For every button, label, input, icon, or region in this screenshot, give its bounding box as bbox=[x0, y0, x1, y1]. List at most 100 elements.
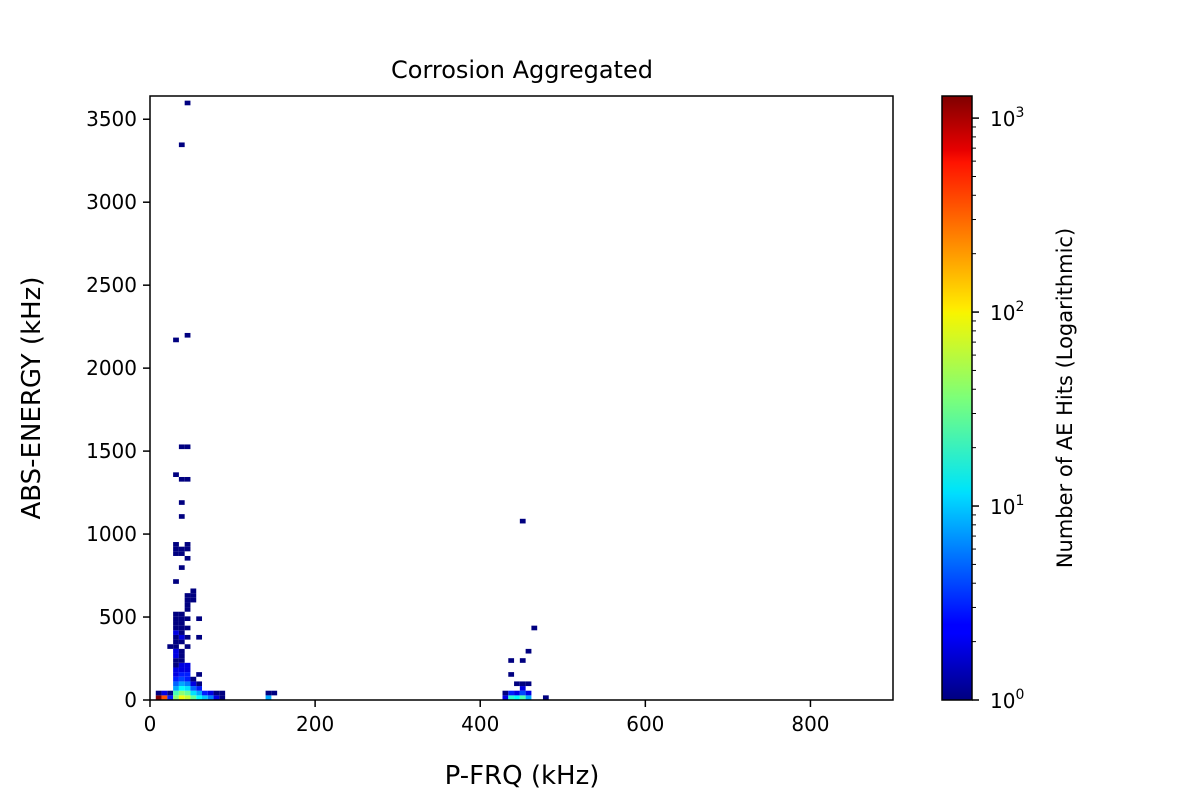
heatmap-cell bbox=[173, 653, 179, 659]
heatmap-cell bbox=[173, 611, 179, 617]
heatmap-cell bbox=[519, 690, 526, 696]
heatmap-cell bbox=[184, 602, 191, 608]
colorbar-tick-label: 102 bbox=[990, 299, 1024, 325]
heatmap-cell bbox=[271, 690, 278, 696]
heatmap-cell bbox=[184, 100, 191, 106]
heatmap-cell bbox=[184, 476, 191, 482]
heatmap-cell bbox=[173, 658, 179, 663]
heatmap-cell bbox=[178, 500, 185, 505]
heatmap-cell bbox=[173, 681, 179, 687]
heatmap-cell bbox=[184, 546, 191, 552]
colorbar: 100 101 102 103 Number of AE Hits (Logarith… bbox=[941, 95, 1077, 713]
heatmap-cell bbox=[178, 686, 185, 691]
x-tick-label: 400 bbox=[461, 712, 499, 736]
heatmap-cell bbox=[178, 658, 185, 663]
heatmap-cell bbox=[178, 695, 185, 700]
colorbar-label: Number of AE Hits (Logarithmic) bbox=[1053, 228, 1077, 568]
heatmap-cell bbox=[508, 695, 515, 700]
heatmap-cell bbox=[173, 551, 179, 556]
heatmap-cell bbox=[173, 695, 179, 700]
y-axis-ticks: 0 500 1000 1500 2000 2500 3000 3500 bbox=[86, 107, 150, 712]
colorbar-gradient bbox=[941, 95, 973, 701]
heatmap-cell bbox=[190, 695, 197, 700]
heatmap-cells bbox=[155, 100, 549, 700]
heatmap-cell bbox=[190, 593, 197, 598]
heatmap-cell bbox=[178, 662, 185, 668]
heatmap-cell bbox=[190, 690, 197, 696]
heatmap-cell bbox=[173, 662, 179, 668]
heatmap-cell bbox=[196, 634, 203, 640]
heatmap-cell bbox=[173, 616, 179, 622]
heatmap-cell bbox=[196, 690, 203, 696]
heatmap-cell bbox=[525, 681, 532, 687]
heatmap-cell bbox=[184, 695, 191, 700]
heatmap-cell bbox=[184, 676, 191, 682]
heatmap-cell bbox=[167, 690, 174, 696]
heatmap-cell bbox=[525, 690, 532, 696]
x-tick-label: 800 bbox=[791, 712, 829, 736]
heatmap-cell bbox=[219, 695, 226, 700]
heatmap-cell bbox=[178, 653, 185, 659]
heatmap-cell bbox=[155, 695, 162, 700]
heatmap-cell bbox=[184, 444, 191, 450]
heatmap-cell bbox=[173, 690, 179, 696]
heatmap-cell bbox=[178, 648, 185, 654]
heatmap-cell bbox=[525, 695, 532, 700]
heatmap-cell bbox=[502, 695, 509, 700]
colorbar-ticks: 100 101 102 103 bbox=[972, 105, 1024, 713]
heatmap-cell bbox=[190, 686, 197, 691]
heatmap-cell bbox=[190, 588, 197, 594]
heatmap-cell bbox=[184, 616, 191, 622]
chart-title: Corrosion Aggregated bbox=[391, 56, 653, 84]
heatmap-cell bbox=[519, 695, 526, 700]
heatmap-cell bbox=[178, 142, 185, 148]
x-tick-label: 0 bbox=[144, 712, 157, 736]
heatmap-cell bbox=[508, 690, 515, 696]
heatmap-cell bbox=[184, 662, 191, 668]
colorbar-tick-label: 103 bbox=[990, 105, 1024, 131]
heatmap-cell bbox=[184, 686, 191, 691]
heatmap-cell bbox=[178, 611, 185, 617]
heatmap-cell bbox=[196, 616, 203, 622]
heatmap-cell bbox=[178, 551, 185, 556]
heatmap-cell bbox=[178, 681, 185, 687]
heatmap-cell bbox=[184, 667, 191, 673]
heatmap-cell bbox=[178, 625, 185, 631]
colorbar-tick-label: 101 bbox=[990, 493, 1024, 519]
heatmap-cell bbox=[173, 644, 179, 649]
x-axis-ticks: 0 200 400 600 800 bbox=[144, 700, 830, 736]
heatmap-cell bbox=[184, 597, 191, 603]
heatmap-cell bbox=[213, 695, 220, 700]
heatmap-cell bbox=[173, 672, 179, 677]
plot-frame bbox=[149, 95, 894, 701]
y-tick-label: 0 bbox=[124, 688, 137, 712]
heatmap-cell bbox=[178, 630, 185, 635]
x-tick-label: 600 bbox=[626, 712, 664, 736]
y-tick-label: 1000 bbox=[86, 522, 137, 546]
y-tick-label: 2500 bbox=[86, 273, 137, 297]
heatmap-cell bbox=[173, 686, 179, 691]
heatmap-cell bbox=[184, 672, 191, 677]
heatmap-cell bbox=[184, 634, 191, 640]
heatmap-cell bbox=[502, 690, 509, 696]
heatmap-cell bbox=[184, 681, 191, 687]
heatmap-cell bbox=[190, 676, 197, 682]
heatmap-cell bbox=[173, 337, 179, 343]
heatmap-cell bbox=[184, 607, 191, 612]
heatmap-cell bbox=[508, 658, 515, 663]
heatmap-cell bbox=[514, 695, 520, 700]
heatmap-cell bbox=[519, 686, 526, 691]
heatmap-cell bbox=[519, 518, 526, 524]
heatmap-cell bbox=[196, 695, 203, 700]
heatmap-cell bbox=[202, 690, 208, 696]
heatmap-cell bbox=[178, 546, 185, 552]
heatmap-cell bbox=[184, 332, 191, 338]
heatmap-cell bbox=[161, 690, 168, 696]
heatmap-cell bbox=[184, 542, 191, 547]
heatmap-cell bbox=[167, 644, 174, 649]
heatmap-cell bbox=[196, 681, 203, 687]
heatmap-cell bbox=[173, 621, 179, 626]
heatmap-cell bbox=[184, 625, 191, 631]
heatmap-cell bbox=[173, 546, 179, 552]
y-axis-label: ABS-ENERGY (kHz) bbox=[17, 277, 47, 520]
